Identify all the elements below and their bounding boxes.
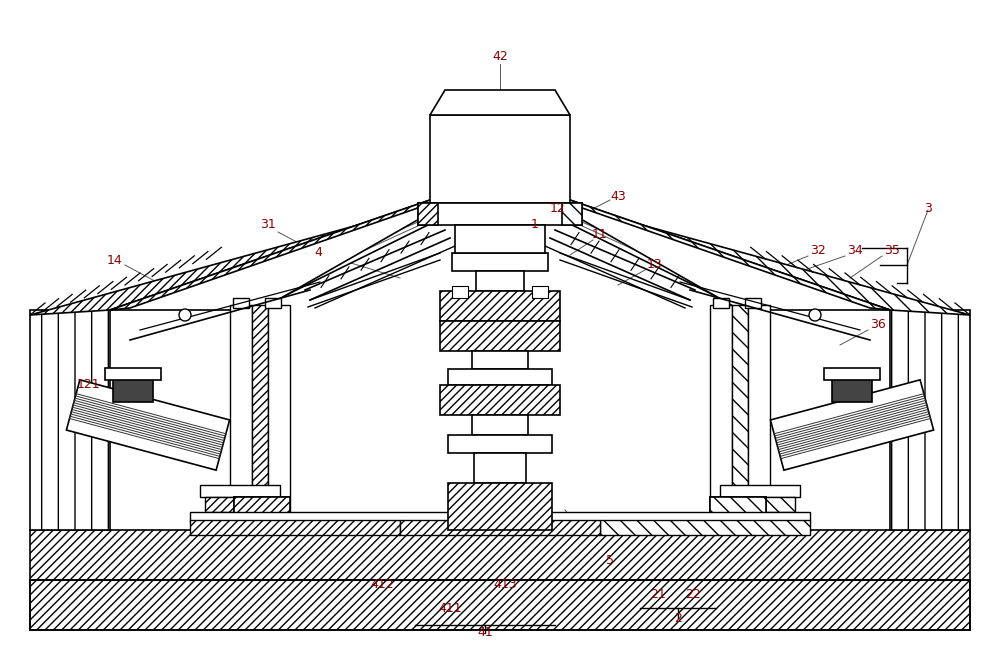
Bar: [252, 305, 268, 530]
Polygon shape: [430, 90, 570, 115]
Polygon shape: [418, 203, 438, 225]
Polygon shape: [66, 380, 230, 470]
Text: 32: 32: [810, 243, 826, 257]
Bar: [418, 203, 582, 225]
Bar: [265, 298, 281, 308]
Bar: [824, 368, 880, 380]
Bar: [832, 372, 872, 402]
Polygon shape: [30, 580, 970, 630]
Bar: [745, 298, 761, 308]
Bar: [448, 369, 552, 385]
Text: 411: 411: [438, 602, 462, 614]
Text: 35: 35: [884, 243, 900, 257]
Text: 5: 5: [606, 553, 614, 567]
Text: 11: 11: [592, 229, 608, 241]
Bar: [430, 115, 570, 203]
Text: 2: 2: [674, 612, 682, 624]
Polygon shape: [890, 310, 970, 530]
Bar: [440, 385, 560, 415]
Polygon shape: [190, 520, 400, 535]
Polygon shape: [562, 202, 870, 308]
Text: 43: 43: [610, 190, 626, 203]
Polygon shape: [110, 200, 435, 310]
Polygon shape: [130, 202, 438, 308]
Bar: [190, 512, 810, 522]
Text: 4: 4: [314, 245, 322, 259]
Polygon shape: [30, 310, 110, 530]
Text: 121: 121: [76, 378, 100, 392]
Circle shape: [809, 309, 821, 321]
Text: 31: 31: [260, 219, 276, 231]
Polygon shape: [770, 380, 934, 470]
Bar: [710, 497, 766, 532]
Bar: [472, 415, 528, 435]
Bar: [472, 351, 528, 369]
Text: 34: 34: [847, 243, 863, 257]
Polygon shape: [565, 200, 890, 310]
Text: 36: 36: [870, 319, 886, 331]
Bar: [234, 497, 290, 532]
Bar: [105, 368, 161, 380]
Polygon shape: [710, 497, 766, 532]
Text: 3: 3: [924, 201, 932, 215]
Bar: [233, 298, 249, 308]
Polygon shape: [30, 530, 970, 580]
Text: 1: 1: [531, 219, 539, 231]
Polygon shape: [448, 483, 552, 530]
Polygon shape: [400, 520, 600, 535]
Bar: [448, 435, 552, 453]
Text: 21: 21: [650, 587, 666, 600]
Bar: [455, 225, 545, 253]
Text: 42: 42: [492, 51, 508, 63]
Bar: [113, 372, 153, 402]
Text: 413: 413: [493, 579, 517, 591]
Bar: [440, 291, 560, 321]
Bar: [748, 305, 770, 530]
Polygon shape: [234, 497, 290, 532]
Text: 22: 22: [685, 587, 701, 600]
Bar: [440, 321, 560, 351]
Polygon shape: [30, 200, 435, 315]
Bar: [720, 485, 800, 497]
Text: 412: 412: [370, 579, 394, 591]
Polygon shape: [600, 520, 810, 535]
Polygon shape: [562, 203, 582, 225]
Bar: [725, 497, 795, 512]
Circle shape: [179, 309, 191, 321]
Bar: [200, 485, 280, 497]
Bar: [713, 298, 729, 308]
Text: 41: 41: [477, 626, 493, 640]
Polygon shape: [565, 200, 890, 310]
Text: 14: 14: [107, 253, 123, 267]
Bar: [474, 453, 526, 483]
Bar: [710, 305, 732, 530]
Bar: [452, 253, 548, 271]
Bar: [732, 305, 748, 530]
Bar: [452, 286, 468, 298]
Bar: [205, 497, 275, 512]
Text: 13: 13: [647, 259, 663, 271]
Bar: [476, 271, 524, 291]
Bar: [532, 286, 548, 298]
Polygon shape: [565, 200, 970, 315]
Bar: [230, 305, 252, 530]
Polygon shape: [110, 200, 435, 310]
Text: 12: 12: [550, 201, 566, 215]
Bar: [268, 305, 290, 530]
